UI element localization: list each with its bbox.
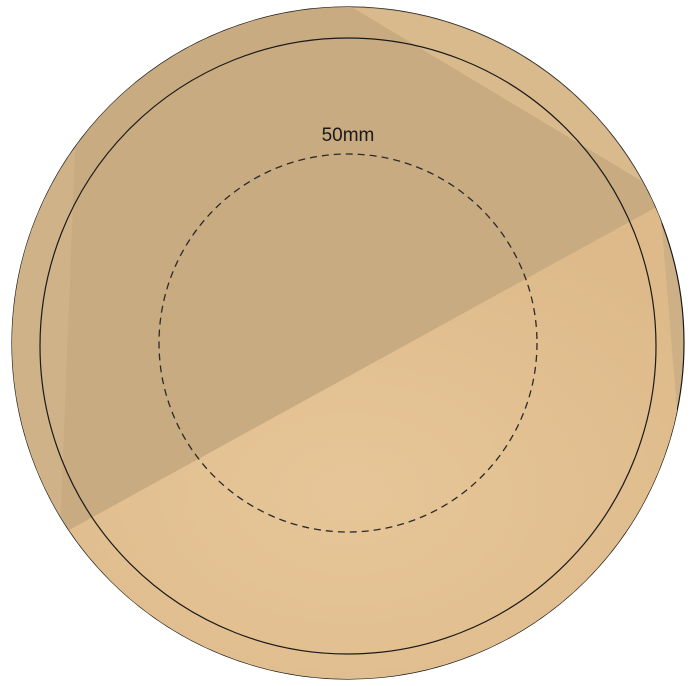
dimension-label: 50mm (322, 125, 375, 146)
light-area (12, 205, 684, 679)
inner-disc-outline (39, 37, 657, 655)
shadow-area (12, 7, 660, 560)
dashed-dimension-circle (158, 153, 538, 533)
